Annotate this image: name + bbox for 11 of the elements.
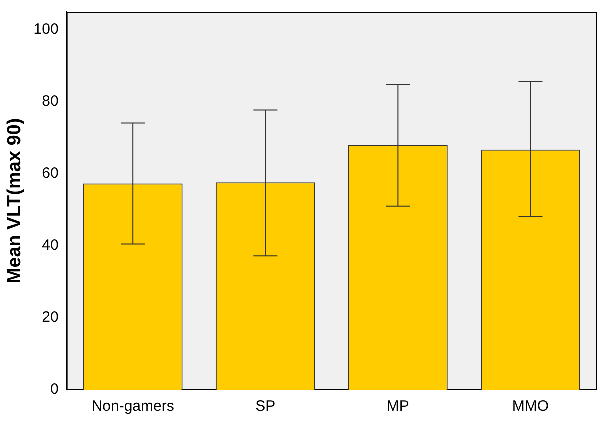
y-tick-label: 20 [42, 309, 59, 326]
x-tick-label: MP [386, 398, 410, 416]
y-tick-label: 100 [34, 21, 59, 38]
x-tick-label: MMO [512, 398, 550, 416]
y-tick-label: 60 [42, 165, 59, 182]
x-tick-label: SP [256, 398, 276, 416]
y-tick-label: 80 [42, 93, 59, 110]
x-tick-label: Non-gamers [92, 398, 174, 416]
y-axis-title: Mean VLT(max 90) [4, 118, 26, 284]
y-tick-label: 40 [42, 237, 59, 254]
y-tick-label: 0 [50, 381, 59, 398]
